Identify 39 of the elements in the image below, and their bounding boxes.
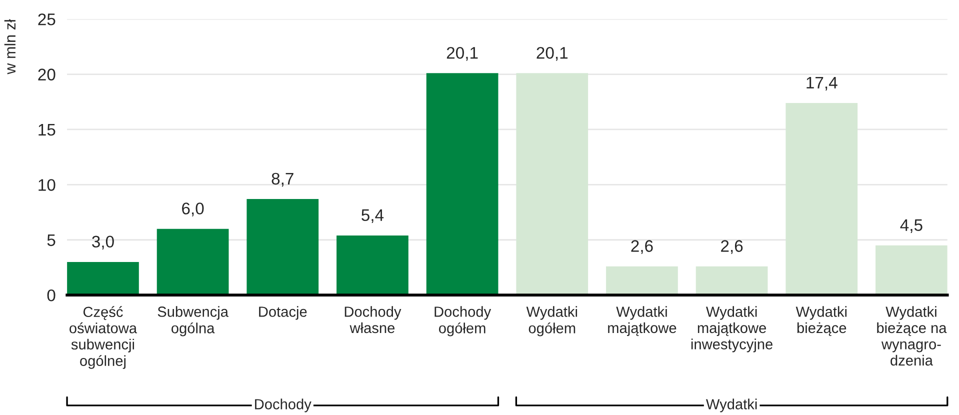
bar — [156, 228, 229, 296]
bar — [516, 73, 588, 296]
bar — [786, 102, 858, 296]
y-tick-label: 20 — [38, 68, 56, 80]
x-tick-label: Wydatki majątkowe inwestycyjne — [691, 306, 772, 352]
x-tick-label: Wydatki majątkowe — [608, 306, 676, 336]
y-tick-label: 5 — [47, 234, 56, 246]
data-label: 6,0 — [182, 202, 204, 216]
bar — [876, 245, 948, 296]
data-label: 4,5 — [900, 219, 922, 233]
y-tick-label: 25 — [38, 13, 56, 26]
text: Dochody — [255, 398, 312, 412]
bar — [67, 262, 139, 296]
data-label: 2,6 — [631, 240, 653, 254]
x-tick-label: Dotacje — [259, 306, 307, 320]
x-tick-label: Wydatki ogółem — [526, 306, 578, 336]
data-label: 5,4 — [362, 209, 384, 224]
bar — [336, 235, 408, 296]
bar — [426, 73, 498, 296]
data-label: 8,7 — [272, 172, 294, 187]
x-tick-label: Dochody własne — [344, 306, 402, 334]
data-label: 20,1 — [446, 46, 478, 61]
x-tick-label: Część oświatowa subwencji ogólnej — [70, 306, 138, 369]
data-label: 3,0 — [92, 236, 114, 250]
x-tick-label: Wydatki bieżące — [796, 306, 847, 336]
data-label: 17,4 — [806, 76, 838, 91]
bar — [696, 266, 768, 296]
y-tick-label: 0 — [47, 289, 56, 302]
y-axis-title: w mln zł — [4, 19, 16, 74]
y-tick-label: 15 — [38, 124, 56, 136]
text: Wydatki — [706, 398, 757, 412]
x-tick-label: Subwencja ogólna — [158, 306, 228, 336]
y-tick-label: 10 — [38, 179, 56, 191]
x-tick-label: Dochody ogółem — [434, 306, 492, 336]
data-label: 2,6 — [721, 240, 743, 254]
x-tick-label: Wydatki bieżące na wynagro- dzenia — [877, 306, 947, 366]
data-label: 20,1 — [536, 46, 568, 61]
bar — [606, 266, 678, 296]
bar — [246, 199, 319, 296]
